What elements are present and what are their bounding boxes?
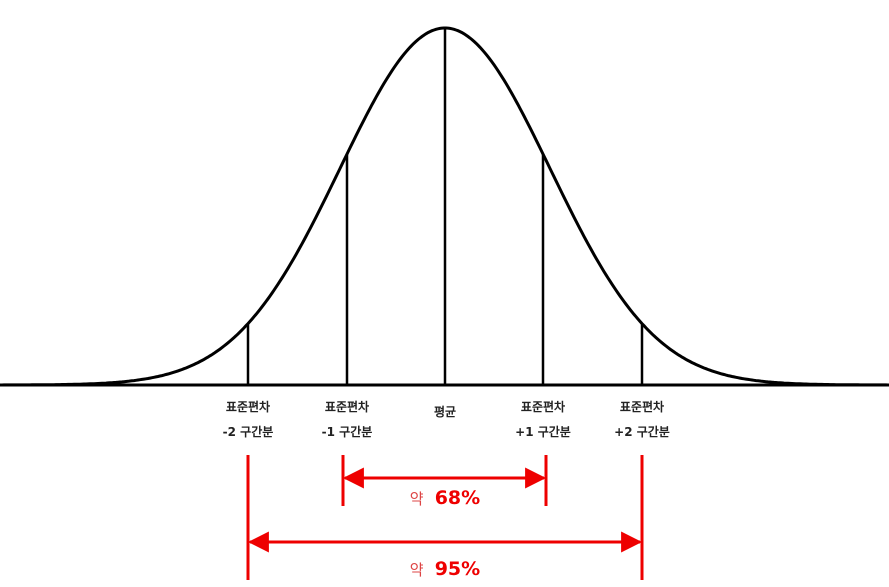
range-value: 68% bbox=[435, 487, 480, 509]
label-line: +1 구간분 bbox=[515, 424, 571, 439]
label-line: +2 구간분 bbox=[614, 424, 670, 439]
label-line: -2 구간분 bbox=[223, 424, 274, 439]
range-prefix: 약 bbox=[410, 490, 424, 508]
label-line: 표준편차 bbox=[226, 399, 270, 414]
range-value: 95% bbox=[435, 558, 480, 580]
range-label: 약 95% bbox=[410, 558, 480, 580]
label-line: 표준편차 bbox=[620, 399, 664, 414]
label-line: -1 구간분 bbox=[322, 424, 373, 439]
labels: 표준편차 -2 구간분 표준편차 -1 구간분 평균 표준편차 +1 구간분 표준편차 +2 구… bbox=[223, 399, 670, 439]
range-label: 약 68% bbox=[410, 487, 480, 509]
label-line: 평균 bbox=[434, 405, 456, 419]
range-markers bbox=[246, 455, 644, 580]
range-prefix: 약 bbox=[410, 561, 424, 579]
label-line: 표준편차 bbox=[521, 399, 565, 414]
label-line: 표준편차 bbox=[325, 399, 369, 414]
sd-lines bbox=[246, 28, 644, 385]
